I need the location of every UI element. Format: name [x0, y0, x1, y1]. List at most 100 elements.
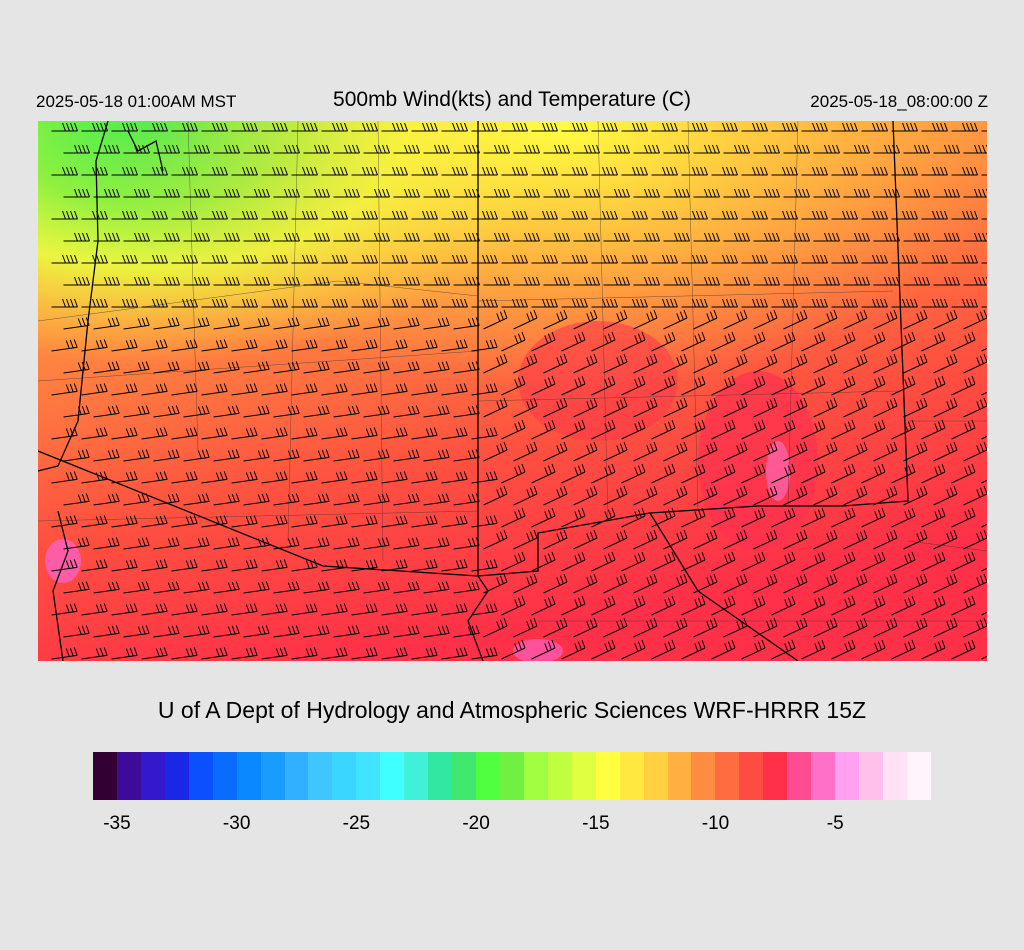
wind-barb	[891, 551, 916, 572]
wind-barb	[933, 188, 960, 198]
wind-barb	[531, 298, 558, 308]
wind-barb	[213, 361, 240, 374]
wind-barb	[183, 449, 210, 462]
wind-barb	[171, 339, 198, 352]
wind-barb	[81, 427, 108, 440]
wind-barb	[561, 254, 588, 264]
wind-barb	[591, 254, 618, 264]
wind-barb	[201, 339, 228, 352]
wind-barb	[213, 625, 240, 638]
wind-barb	[441, 603, 468, 616]
wind-barb	[231, 427, 258, 440]
wind-barb	[843, 232, 870, 242]
wind-barb	[801, 331, 826, 352]
wind-barb	[333, 493, 360, 506]
wind-barb	[741, 298, 768, 308]
wind-barb	[561, 210, 588, 220]
wind-barb	[801, 595, 826, 616]
wind-barb	[873, 485, 898, 506]
wind-barb	[81, 298, 108, 308]
wind-barb	[333, 317, 360, 330]
wind-barb	[171, 603, 198, 616]
wind-barb	[921, 331, 946, 352]
wind-barb	[573, 144, 600, 154]
wind-barb	[93, 449, 120, 462]
wind-barb	[273, 276, 300, 286]
wind-barb	[933, 232, 960, 242]
wind-barb	[111, 339, 138, 352]
wind-barb	[693, 276, 720, 286]
wind-barb	[933, 485, 958, 506]
wind-barb	[153, 317, 180, 330]
wind-barb	[621, 298, 648, 308]
wind-barb	[813, 573, 838, 594]
wind-barb	[471, 515, 498, 528]
wind-barb	[651, 122, 678, 132]
wind-barb	[273, 581, 300, 594]
wind-barb	[591, 419, 616, 440]
wind-barb	[483, 573, 508, 594]
wind-barb	[51, 471, 78, 484]
wind-barb	[741, 254, 768, 264]
colorbar-ticks: -35 -30 -25 -20 -15 -10 -5	[93, 813, 931, 837]
wind-barb	[321, 298, 348, 308]
wind-barb	[141, 166, 168, 176]
wind-barb	[933, 617, 958, 638]
wind-barb	[303, 405, 330, 418]
wind-barb	[63, 449, 90, 462]
wind-barb	[621, 595, 646, 616]
wind-barb	[51, 427, 78, 440]
wind-barb	[891, 331, 916, 352]
wind-barb	[63, 493, 90, 506]
wind-barb	[291, 122, 318, 132]
wind-barb	[963, 188, 987, 198]
wind-barb	[423, 493, 450, 506]
wind-barb	[891, 419, 916, 440]
wind-barb	[861, 331, 886, 352]
wind-barb	[453, 188, 480, 198]
wind-barb	[543, 617, 568, 638]
wind-barb	[303, 581, 330, 594]
county-borders	[38, 121, 987, 622]
wind-barb	[363, 493, 390, 506]
wind-barb	[153, 188, 180, 198]
wind-barb	[153, 232, 180, 242]
wind-barb	[231, 515, 258, 528]
wind-barb	[411, 603, 438, 616]
wind-barb	[111, 210, 138, 220]
wind-barb	[633, 353, 658, 374]
wind-barb	[591, 166, 618, 176]
wind-barb	[153, 276, 180, 286]
colorbar-swatch	[787, 752, 812, 800]
wind-barb	[891, 298, 918, 308]
wind-barb	[153, 625, 180, 638]
wind-barb	[393, 276, 420, 286]
wind-barb	[81, 471, 108, 484]
wind-barb	[351, 210, 378, 220]
wind-barb	[651, 419, 676, 440]
wind-barb	[801, 463, 826, 484]
wind-barb	[321, 427, 348, 440]
wind-barb	[351, 122, 378, 132]
wind-barb	[111, 122, 138, 132]
wind-barb	[831, 595, 856, 616]
colorbar-swatch	[140, 752, 165, 800]
wind-barb	[381, 515, 408, 528]
wind-barb	[741, 507, 766, 528]
wind-barb	[891, 375, 916, 396]
colorbar-swatch	[404, 752, 429, 800]
wind-barb	[771, 166, 798, 176]
wind-barb	[243, 405, 270, 418]
wind-barb	[963, 397, 987, 418]
wind-barb	[903, 397, 928, 418]
wind-barb	[591, 639, 616, 660]
wind-barb	[513, 441, 538, 462]
wind-barb	[441, 122, 468, 132]
wind-barb	[711, 298, 738, 308]
wind-barb	[543, 529, 568, 550]
wind-barb	[81, 647, 108, 660]
wind-barb	[711, 463, 736, 484]
wind-barb	[963, 276, 987, 286]
colorbar-swatch	[93, 752, 117, 800]
wind-barb	[141, 559, 168, 572]
